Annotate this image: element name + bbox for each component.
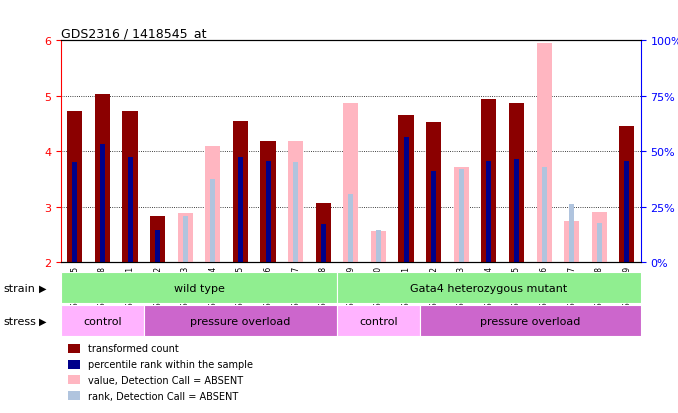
Bar [95, 95, 110, 262]
Bar [67, 112, 83, 262]
Bar [420, 306, 641, 337]
Bar [238, 157, 243, 262]
Bar [542, 167, 546, 262]
Bar [61, 273, 337, 304]
Bar [144, 306, 337, 337]
Bar [183, 216, 188, 262]
Bar [293, 163, 298, 262]
Text: stress: stress [3, 316, 36, 326]
Bar [376, 230, 381, 262]
Text: control: control [83, 316, 122, 326]
Bar [150, 217, 165, 262]
Bar [123, 112, 138, 262]
Text: pressure overload: pressure overload [191, 316, 291, 326]
Bar [205, 146, 220, 262]
Bar [233, 121, 248, 262]
Bar [316, 204, 331, 262]
Text: percentile rank within the sample: percentile rank within the sample [88, 359, 253, 369]
Bar [403, 138, 409, 262]
Bar [481, 99, 496, 262]
Bar [348, 195, 353, 262]
Bar [486, 161, 492, 262]
Bar [155, 230, 160, 262]
Text: ▶: ▶ [39, 316, 47, 326]
Bar [61, 306, 144, 337]
Text: Gata4 heterozygous mutant: Gata4 heterozygous mutant [410, 283, 567, 293]
Bar [431, 171, 436, 262]
Bar [624, 162, 629, 262]
Bar [454, 167, 469, 262]
Bar [509, 104, 524, 262]
Text: rank, Detection Call = ABSENT: rank, Detection Call = ABSENT [88, 391, 239, 401]
Text: control: control [359, 316, 398, 326]
Text: wild type: wild type [174, 283, 224, 293]
Bar [100, 145, 105, 262]
Bar [536, 44, 552, 262]
Bar [73, 163, 77, 262]
Bar [210, 179, 216, 262]
Bar [619, 127, 635, 262]
Bar [597, 223, 602, 262]
Bar [459, 169, 464, 262]
Bar [266, 162, 271, 262]
Text: ▶: ▶ [39, 283, 47, 293]
Bar [337, 306, 420, 337]
Bar [288, 142, 303, 262]
Bar [514, 160, 519, 262]
Bar [592, 213, 607, 262]
Bar [337, 273, 641, 304]
Bar [426, 123, 441, 262]
Text: value, Detection Call = ABSENT: value, Detection Call = ABSENT [88, 375, 243, 385]
Text: strain: strain [3, 283, 35, 293]
Bar [178, 214, 193, 262]
Bar [343, 104, 359, 262]
Text: pressure overload: pressure overload [480, 316, 580, 326]
Bar [564, 222, 579, 262]
Bar [570, 204, 574, 262]
Bar [127, 157, 132, 262]
Text: transformed count: transformed count [88, 344, 179, 354]
Bar [321, 225, 325, 262]
Bar [260, 142, 276, 262]
Bar [399, 116, 414, 262]
Bar [371, 232, 386, 262]
Text: GDS2316 / 1418545_at: GDS2316 / 1418545_at [61, 27, 207, 40]
